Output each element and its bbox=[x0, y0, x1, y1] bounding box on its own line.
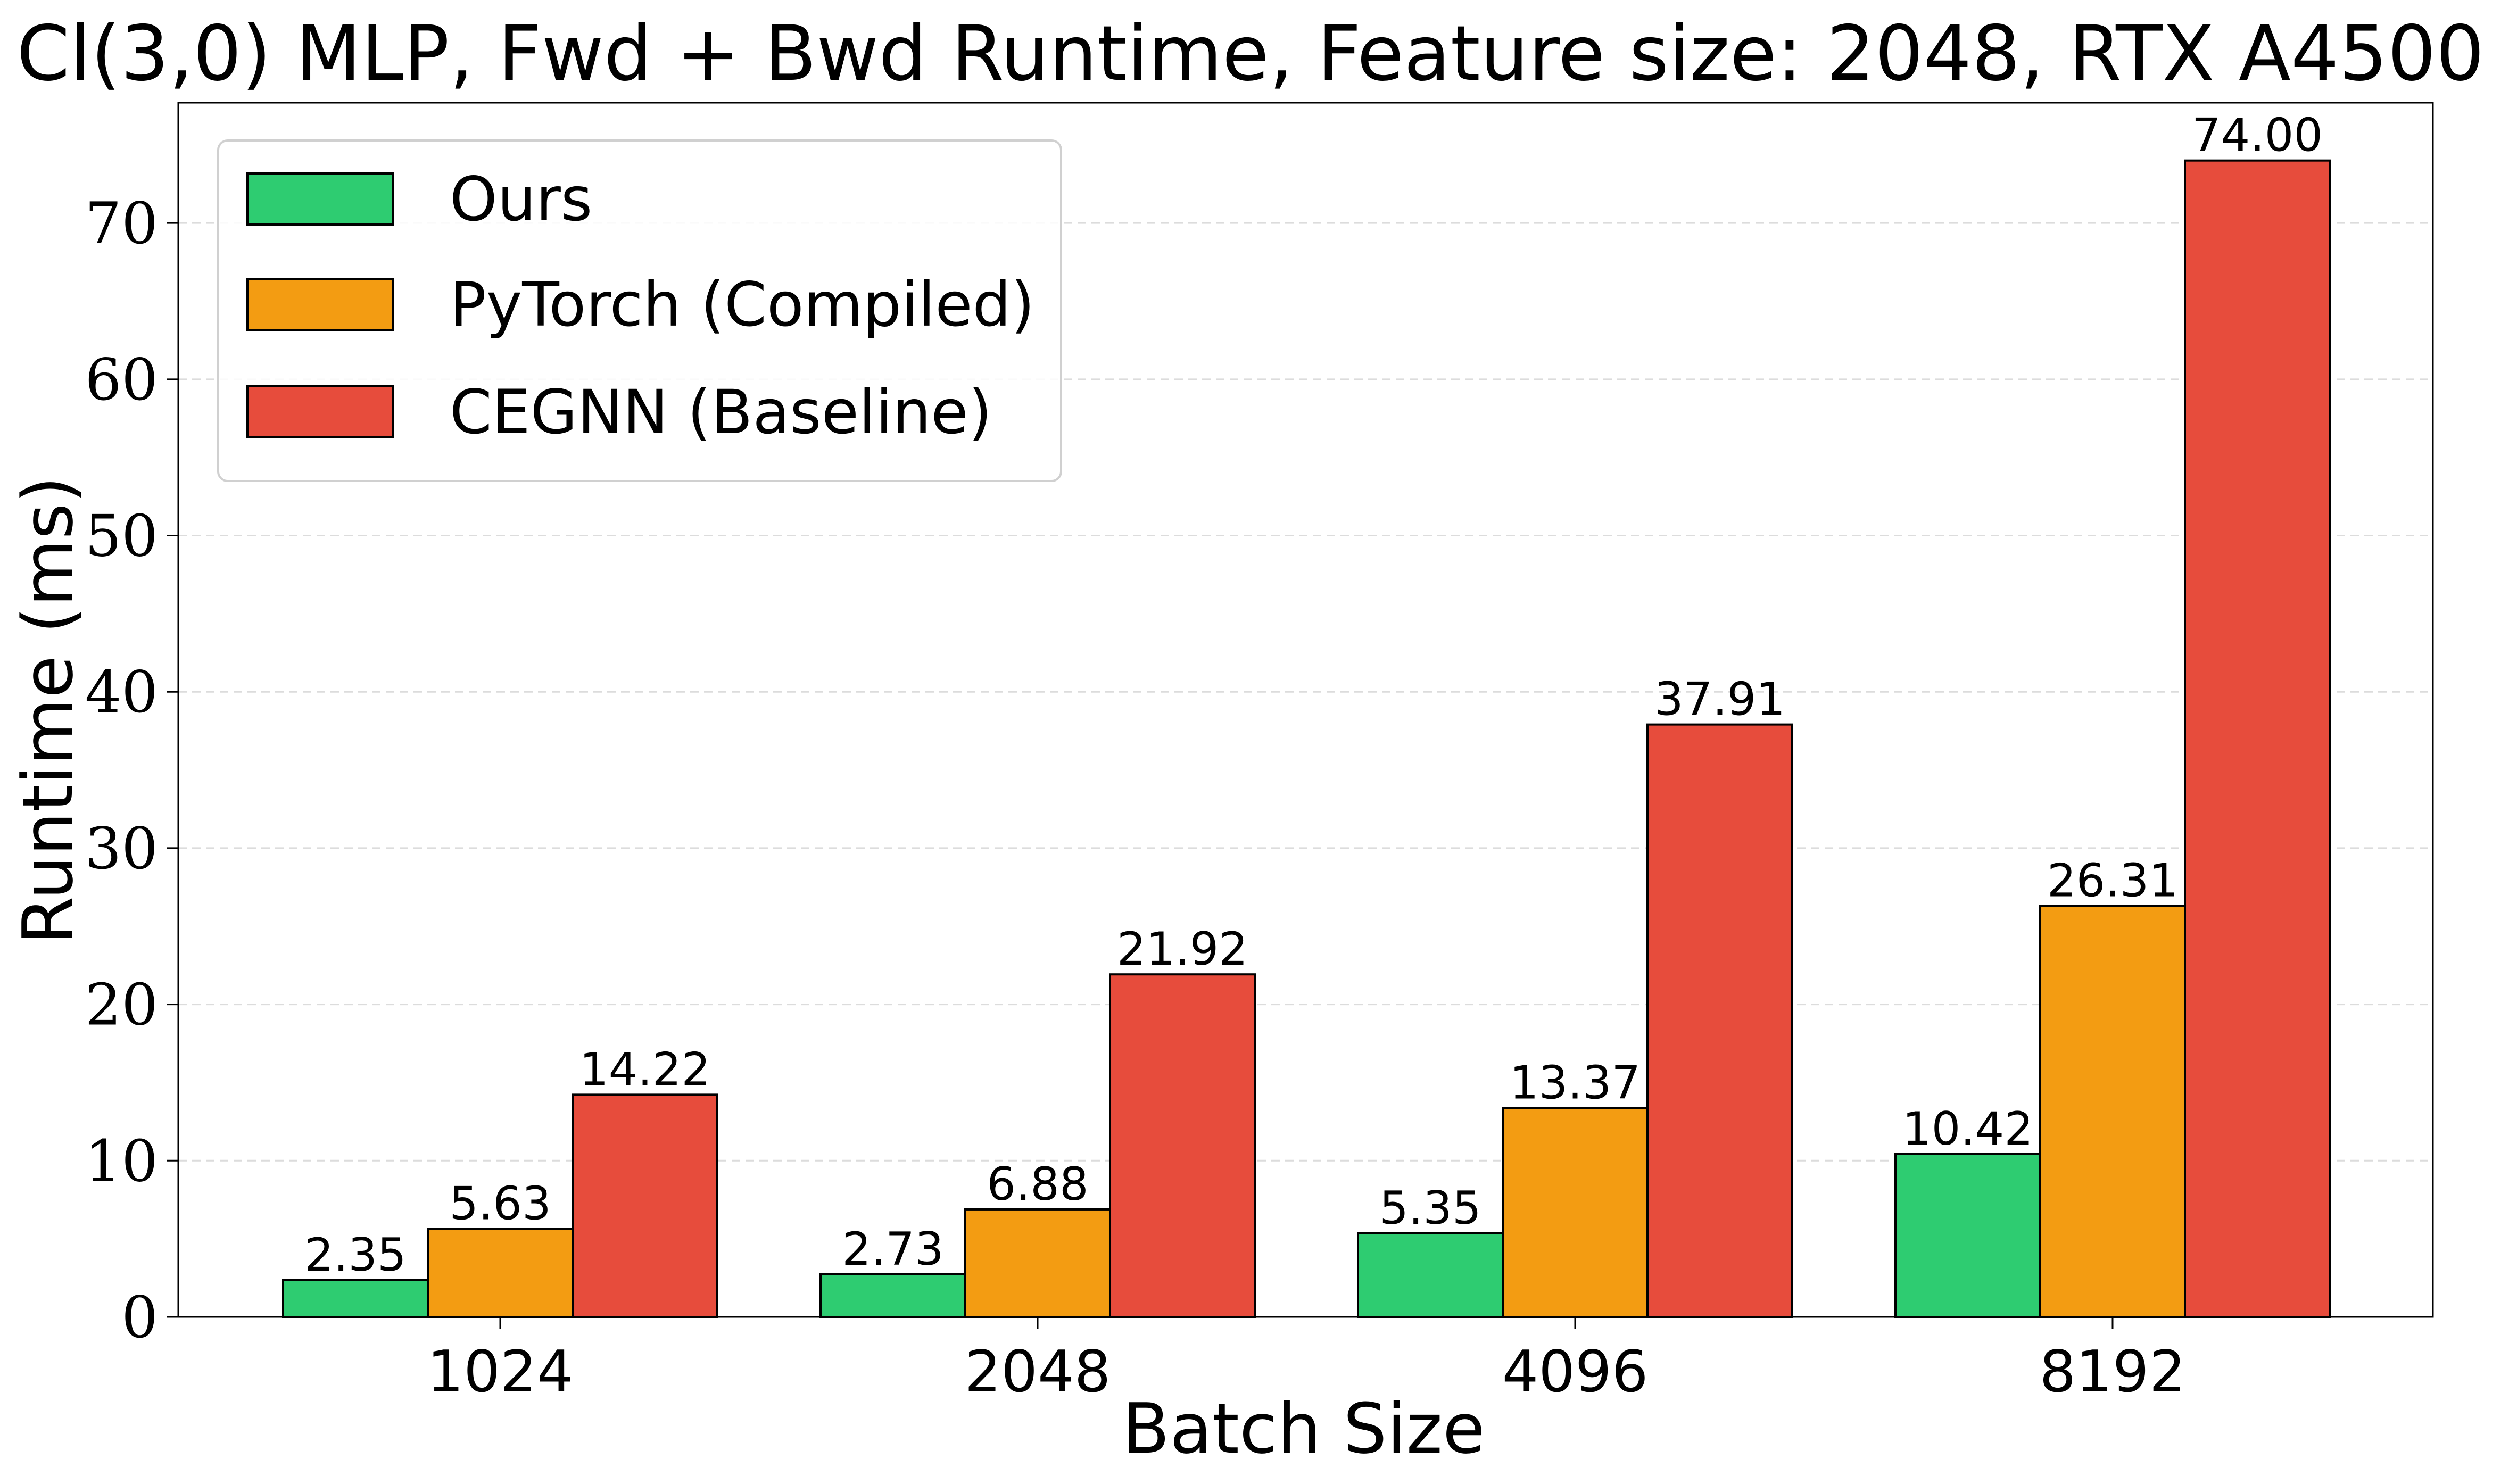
value-label-ours-4096: 5.35 bbox=[1379, 1182, 1481, 1235]
value-label-ours-2048: 2.73 bbox=[842, 1223, 943, 1276]
y-tick-label-60: 60 bbox=[85, 347, 158, 413]
y-tick-label-40: 40 bbox=[85, 659, 158, 726]
y-tick-label-0: 0 bbox=[121, 1284, 158, 1351]
legend-swatch-ours bbox=[246, 172, 394, 226]
legend: Ours PyTorch (Compiled) CEGNN (Baseline) bbox=[217, 139, 1062, 482]
bar-cegnn-baseline-8192 bbox=[2184, 159, 2331, 1318]
x-axis-ticks: 1024 2048 4096 8192 bbox=[427, 1317, 2186, 1405]
x-tick-label-8192: 8192 bbox=[2040, 1339, 2186, 1405]
value-label-cegnn-baseline-8192: 74.00 bbox=[2192, 109, 2323, 162]
value-label-cegnn-baseline-2048: 21.92 bbox=[1117, 923, 1248, 976]
chart-title: Cl(3,0) MLP, Fwd + Bwd Runtime, Feature … bbox=[16, 9, 2484, 98]
x-axis-label: Batch Size bbox=[1122, 1388, 1485, 1469]
y-tick-label-30: 30 bbox=[85, 816, 158, 882]
bar-cegnn-baseline-1024 bbox=[572, 1093, 718, 1319]
y-tick-label-20: 20 bbox=[85, 972, 158, 1039]
bar-ours-8192 bbox=[1894, 1153, 2041, 1319]
y-tick-label-70: 70 bbox=[85, 190, 158, 257]
value-label-ours-1024: 2.35 bbox=[304, 1229, 406, 1282]
value-label-cegnn-baseline-4096: 37.91 bbox=[1654, 673, 1785, 726]
bars bbox=[282, 159, 2331, 1319]
x-tick-label-4096: 4096 bbox=[1502, 1339, 1649, 1405]
value-label-pytorch-compiled-1024: 5.63 bbox=[449, 1178, 551, 1231]
y-tick-label-50: 50 bbox=[85, 503, 158, 570]
bar-cegnn-baseline-4096 bbox=[1646, 723, 1793, 1318]
bar-pytorch-compiled-4096 bbox=[1502, 1107, 1649, 1318]
y-axis-ticks: 0 10 20 30 40 50 60 70 bbox=[85, 190, 178, 1351]
y-tick-label-10: 10 bbox=[85, 1128, 158, 1195]
legend-swatch-pytorch-compiled bbox=[246, 278, 394, 331]
bar-pytorch-compiled-2048 bbox=[964, 1208, 1111, 1318]
value-label-pytorch-compiled-2048: 6.88 bbox=[987, 1158, 1088, 1211]
legend-label-pytorch-compiled: PyTorch (Compiled) bbox=[450, 269, 1034, 340]
bar-pytorch-compiled-1024 bbox=[427, 1228, 574, 1318]
bar-cegnn-baseline-2048 bbox=[1109, 973, 1256, 1318]
plot-frame bbox=[177, 102, 2434, 1318]
value-label-cegnn-baseline-1024: 14.22 bbox=[579, 1043, 710, 1096]
value-label-ours-8192: 10.42 bbox=[1902, 1102, 2033, 1156]
value-label-pytorch-compiled-8192: 26.31 bbox=[2047, 854, 2178, 907]
bar-ours-2048 bbox=[819, 1273, 966, 1318]
x-tick-label-2048: 2048 bbox=[965, 1339, 1111, 1405]
y-axis-label: Runtime (ms) bbox=[7, 476, 88, 944]
value-label-pytorch-compiled-4096: 13.37 bbox=[1510, 1056, 1641, 1109]
legend-frame bbox=[217, 139, 1062, 482]
legend-swatch-cegnn-baseline bbox=[246, 385, 394, 438]
legend-label-ours: Ours bbox=[450, 164, 592, 235]
bar-ours-4096 bbox=[1357, 1232, 1504, 1318]
bar-pytorch-compiled-8192 bbox=[2039, 905, 2186, 1318]
legend-label-cegnn-baseline: CEGNN (Baseline) bbox=[450, 377, 992, 447]
value-labels: 2.35 2.73 5.35 10.42 5.63 6.88 13.37 26.31 14.22… bbox=[304, 109, 2323, 1282]
x-tick-label-1024: 1024 bbox=[427, 1339, 574, 1405]
bar-ours-1024 bbox=[282, 1279, 429, 1318]
